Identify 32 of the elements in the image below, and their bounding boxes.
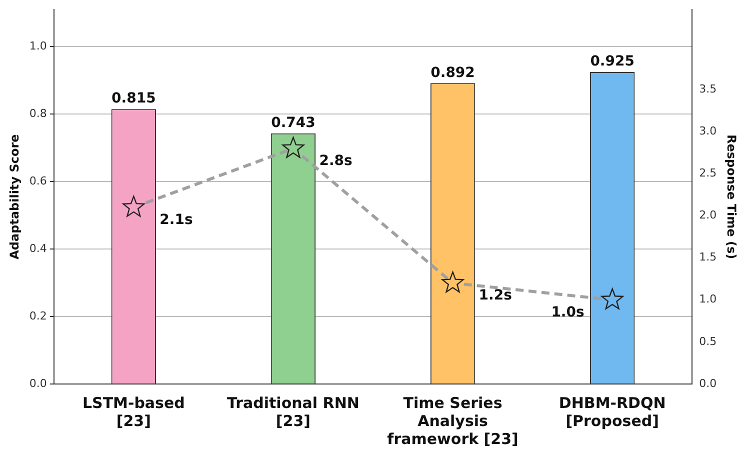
y2-tick-label: 3.0 bbox=[699, 124, 717, 138]
point bbox=[122, 196, 145, 217]
data-label: 2.1s bbox=[160, 212, 193, 228]
y-tick-label: 0.4 bbox=[29, 242, 47, 255]
data-label: 0.925 bbox=[590, 54, 634, 70]
x-tick-label: Time Series Analysis framework [23] bbox=[387, 394, 518, 448]
y-tick-label: 0.6 bbox=[29, 174, 47, 188]
point bbox=[601, 288, 624, 310]
y2-tick-label: 2.0 bbox=[699, 208, 717, 222]
y2-tick-label: 0.0 bbox=[699, 376, 717, 390]
y2-axis-title: Response Time (s) bbox=[724, 134, 739, 260]
data-label: 1.2s bbox=[478, 288, 512, 304]
point bbox=[442, 271, 464, 293]
data-label: 0.815 bbox=[112, 90, 156, 107]
y-tick-label: 0.2 bbox=[29, 309, 47, 322]
y2-tick-label: 1.0 bbox=[699, 292, 717, 306]
x-tick-label: Traditional RNN [23] bbox=[227, 394, 360, 430]
y2-tick-label: 2.5 bbox=[699, 166, 717, 180]
data-label: 0.743 bbox=[271, 115, 316, 132]
data-label: 1.0s bbox=[551, 304, 584, 321]
y-tick-label: 1.0 bbox=[29, 40, 47, 53]
data-label: 0.892 bbox=[430, 64, 475, 81]
y-axis-title: Adaptability Score bbox=[7, 134, 22, 260]
y2-tick-label: 1.5 bbox=[699, 250, 717, 264]
y2-tick-label: 0.5 bbox=[699, 334, 717, 348]
point bbox=[282, 136, 304, 158]
x-tick-label: DHBM-RDQN [Proposed] bbox=[558, 394, 666, 430]
y-tick-label: 0.8 bbox=[29, 107, 47, 120]
y2-tick-label: 3.5 bbox=[699, 82, 717, 96]
data-label: 2.8s bbox=[319, 153, 352, 170]
x-tick-label: LSTM-based [23] bbox=[82, 394, 185, 430]
y-tick-label: 0.0 bbox=[29, 376, 47, 390]
